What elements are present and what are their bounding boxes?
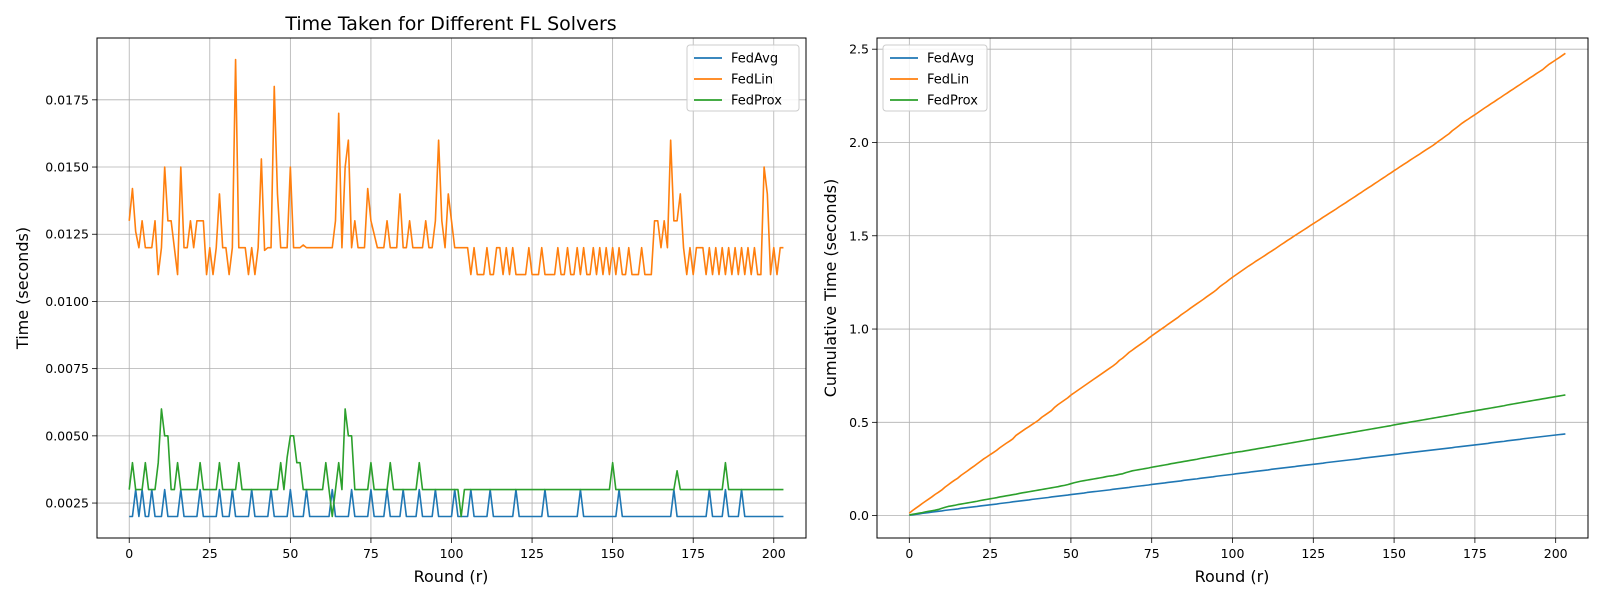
x-tick-label: 0 <box>125 546 133 561</box>
y-tick-label: 0.0 <box>849 508 869 523</box>
y-tick-label: 1.5 <box>849 228 869 243</box>
series-line-fedprox <box>128 408 784 518</box>
series-line-fedavg <box>129 488 784 518</box>
legend: FedAvg FedLin FedProx <box>882 44 988 112</box>
x-axis-label: Round (r) <box>414 567 489 586</box>
series-lines <box>128 58 784 518</box>
y-tick-label: 2.5 <box>849 42 869 57</box>
y-axis-label: Cumulative Time (seconds) <box>821 179 840 398</box>
legend: FedAvg FedLin FedProx <box>686 44 800 112</box>
series-line-fedlin <box>908 52 1566 514</box>
y-tick-label: 1.0 <box>849 322 869 337</box>
x-tick-label: 150 <box>1382 546 1406 561</box>
x-tick-label: 125 <box>1301 546 1325 561</box>
series-line-fedprox <box>909 394 1566 516</box>
x-tick-label: 100 <box>1221 546 1245 561</box>
y-tick-label: 0.0100 <box>45 294 89 309</box>
x-tick-label: 75 <box>363 546 379 561</box>
x-tick-label: 75 <box>1144 546 1160 561</box>
legend-label: FedLin <box>927 73 969 88</box>
x-tick-label: 50 <box>1063 546 1079 561</box>
x-tick-label: 200 <box>762 546 786 561</box>
x-axis-ticks: 0 25 50 75 100 125 150 175 200 <box>905 538 1568 561</box>
y-tick-label: 0.0025 <box>45 496 89 511</box>
chart-title: Time Taken for Different FL Solvers <box>284 13 616 35</box>
y-axis-label: Time (seconds) <box>13 227 32 350</box>
series-line-fedavg <box>909 433 1566 517</box>
y-tick-label: 2.0 <box>849 135 869 150</box>
legend-box <box>882 44 988 112</box>
x-tick-label: 25 <box>982 546 998 561</box>
y-tick-label: 0.0125 <box>45 227 89 242</box>
y-axis-ticks: 0.0025 0.0050 0.0075 0.0100 0.0125 0.0150 0.01… <box>45 92 97 511</box>
x-tick-label: 50 <box>282 546 298 561</box>
y-axis-ticks: 0.0 0.5 1.0 1.5 2.0 2.5 <box>849 42 877 523</box>
x-tick-label: 200 <box>1544 546 1568 561</box>
legend-label: FedAvg <box>927 52 974 67</box>
x-tick-label: 125 <box>520 546 544 561</box>
series-lines <box>908 52 1566 517</box>
y-tick-label: 0.0075 <box>45 361 89 376</box>
time-per-round-chart: Time Taken for Different FL Solvers 0 25 5… <box>13 13 807 586</box>
x-axis-label: Round (r) <box>1195 567 1270 586</box>
gridlines <box>877 38 1588 538</box>
x-tick-label: 150 <box>601 546 625 561</box>
legend-label: FedProx <box>731 94 782 109</box>
x-tick-label: 175 <box>681 546 705 561</box>
y-tick-label: 0.0175 <box>45 92 89 107</box>
x-tick-label: 25 <box>202 546 218 561</box>
cumulative-time-chart: 0 25 50 75 100 125 150 175 200 0.0 0.5 1.0 1.5 2.0 2.… <box>821 37 1589 586</box>
x-tick-label: 0 <box>905 546 913 561</box>
y-tick-label: 0.0050 <box>45 428 89 443</box>
legend-box <box>686 44 800 112</box>
x-tick-label: 100 <box>440 546 464 561</box>
x-tick-label: 175 <box>1463 546 1487 561</box>
legend-label: FedProx <box>927 94 978 109</box>
legend-label: FedAvg <box>731 52 778 67</box>
x-axis-ticks: 0 25 50 75 100 125 150 175 200 <box>125 538 786 561</box>
y-tick-label: 0.0150 <box>45 160 89 175</box>
legend-label: FedLin <box>731 73 773 88</box>
series-line-fedlin <box>128 58 784 276</box>
y-tick-label: 0.5 <box>849 415 869 430</box>
